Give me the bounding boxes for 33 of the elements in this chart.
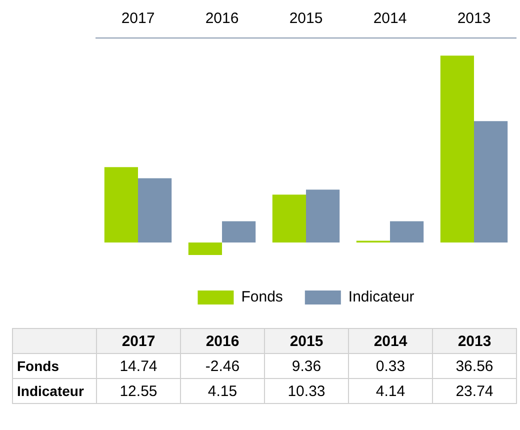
category-label: 2015 <box>290 332 324 350</box>
data-label: 4.15 <box>180 378 264 404</box>
bar <box>474 121 508 242</box>
data-label: 12.55 <box>96 378 180 404</box>
category-label: 2014 <box>374 332 408 350</box>
x-tick-label: 2017 <box>121 10 155 28</box>
bar <box>390 221 424 242</box>
category-label: 2017 <box>122 332 156 350</box>
text: Indicateur <box>17 383 84 399</box>
x-tick-label: 2014 <box>373 10 407 28</box>
text: Fonds <box>17 358 59 374</box>
bar <box>440 56 474 242</box>
category-label: 2013 <box>458 332 492 350</box>
data-label: 14.74 <box>96 354 180 378</box>
bar <box>188 242 222 256</box>
data-label: 0.33 <box>348 354 432 378</box>
data-label: 4.14 <box>348 378 432 404</box>
category-label: 2016 <box>206 332 240 350</box>
data-label: 36.56 <box>432 354 516 378</box>
x-tick-label: 2015 <box>289 10 323 28</box>
data-label: 23.74 <box>432 378 516 404</box>
bar <box>104 167 138 242</box>
data-label: 10.33 <box>264 378 348 404</box>
bar <box>306 190 340 242</box>
data-label: 9.36 <box>264 354 348 378</box>
data-label: -2.46 <box>180 354 264 378</box>
bar <box>138 178 172 242</box>
bar <box>222 221 256 242</box>
x-tick-label: 2016 <box>205 10 239 28</box>
bar <box>272 194 306 242</box>
legend-label: Indicateur <box>348 288 414 306</box>
legend-label: Fonds <box>241 288 283 306</box>
x-tick-label: 2013 <box>457 10 491 28</box>
